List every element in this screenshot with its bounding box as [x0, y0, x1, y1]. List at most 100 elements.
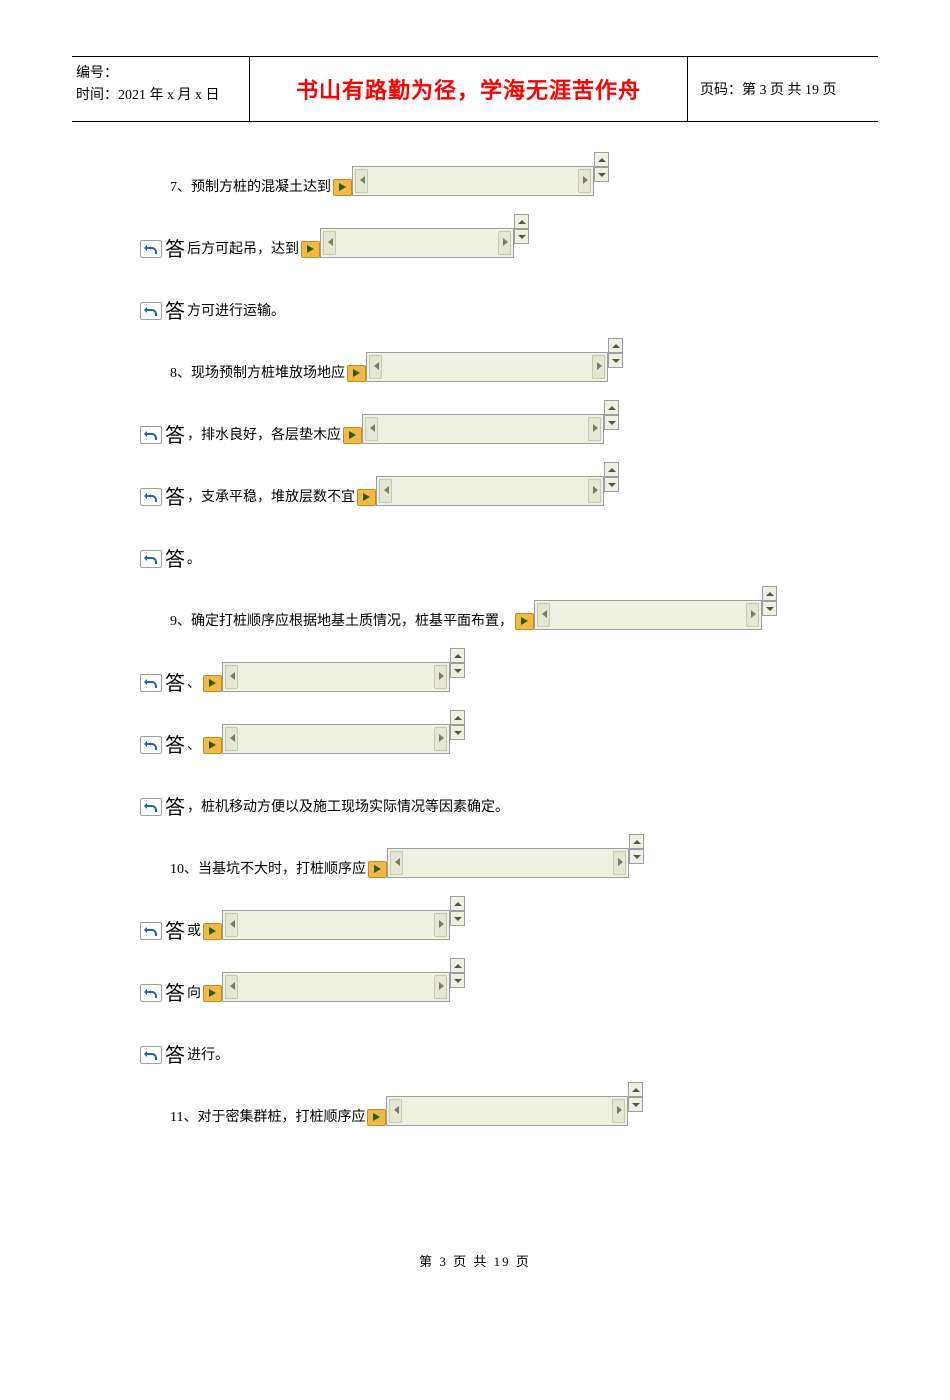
blank-field[interactable] [366, 352, 608, 382]
blank-field[interactable] [376, 476, 604, 506]
scroll-right-icon[interactable] [434, 913, 447, 937]
spin-down-icon[interactable] [604, 415, 619, 430]
answer-char: 答 [165, 736, 185, 756]
scroll-right-icon[interactable] [588, 417, 601, 441]
blank-field[interactable] [386, 1096, 628, 1126]
undo-icon[interactable] [140, 240, 162, 258]
blank-field[interactable] [387, 848, 629, 878]
spin-down-icon[interactable] [450, 973, 465, 988]
question-line: 9、确定打桩顺序应根据地基土质情况，桩基平面布置， [140, 600, 810, 630]
spin-up-icon[interactable] [450, 710, 465, 725]
scroll-right-icon[interactable] [498, 231, 511, 255]
line-text: 。 [187, 550, 201, 570]
spin-down-icon[interactable] [762, 601, 777, 616]
spin-up-icon[interactable] [604, 400, 619, 415]
blank-field[interactable] [352, 166, 594, 196]
play-icon[interactable] [357, 489, 376, 506]
answer-char: 答 [165, 674, 185, 694]
scroll-right-icon[interactable] [746, 603, 759, 627]
spinner [629, 834, 644, 864]
undo-icon[interactable] [140, 798, 162, 816]
scroll-right-icon[interactable] [588, 479, 601, 503]
play-icon[interactable] [203, 923, 222, 940]
play-icon[interactable] [367, 1109, 386, 1126]
scroll-left-icon[interactable] [225, 727, 238, 751]
spin-down-icon[interactable] [608, 353, 623, 368]
blank-field[interactable] [222, 972, 450, 1002]
spin-down-icon[interactable] [450, 725, 465, 740]
question-line: 答、 [140, 724, 810, 754]
play-icon[interactable] [343, 427, 362, 444]
scroll-right-icon[interactable] [613, 851, 626, 875]
scroll-left-icon[interactable] [225, 665, 238, 689]
play-icon[interactable] [515, 613, 534, 630]
scroll-left-icon[interactable] [390, 851, 403, 875]
spinner [628, 1082, 643, 1112]
spin-down-icon[interactable] [450, 911, 465, 926]
spin-up-icon[interactable] [629, 834, 644, 849]
scroll-right-icon[interactable] [612, 1099, 625, 1123]
scroll-right-icon[interactable] [592, 355, 605, 379]
spin-up-icon[interactable] [604, 462, 619, 477]
spin-down-icon[interactable] [594, 167, 609, 182]
answer-char: 答 [165, 1046, 185, 1066]
spin-down-icon[interactable] [604, 477, 619, 492]
blank-field[interactable] [222, 724, 450, 754]
blank-field[interactable] [222, 910, 450, 940]
undo-icon[interactable] [140, 302, 162, 320]
undo-icon[interactable] [140, 674, 162, 692]
scroll-left-icon[interactable] [369, 355, 382, 379]
scroll-left-icon[interactable] [323, 231, 336, 255]
scroll-right-icon[interactable] [434, 975, 447, 999]
scroll-left-icon[interactable] [379, 479, 392, 503]
spin-up-icon[interactable] [450, 648, 465, 663]
undo-icon[interactable] [140, 488, 162, 506]
play-icon[interactable] [368, 861, 387, 878]
spin-up-icon[interactable] [628, 1082, 643, 1097]
spin-down-icon[interactable] [629, 849, 644, 864]
line-text: 进行。 [187, 1046, 229, 1066]
spin-down-icon[interactable] [628, 1097, 643, 1112]
scroll-right-icon[interactable] [434, 727, 447, 751]
question-line: 答，排水良好，各层垫木应 [140, 414, 810, 444]
spin-down-icon[interactable] [450, 663, 465, 678]
scroll-left-icon[interactable] [355, 169, 368, 193]
undo-icon[interactable] [140, 426, 162, 444]
spin-up-icon[interactable] [608, 338, 623, 353]
play-icon[interactable] [203, 737, 222, 754]
spin-down-icon[interactable] [514, 229, 529, 244]
undo-icon[interactable] [140, 922, 162, 940]
undo-icon[interactable] [140, 1046, 162, 1064]
play-icon[interactable] [301, 241, 320, 258]
spin-up-icon[interactable] [450, 896, 465, 911]
scroll-left-icon[interactable] [537, 603, 550, 627]
scroll-left-icon[interactable] [365, 417, 378, 441]
spinner [450, 710, 465, 740]
undo-icon[interactable] [140, 550, 162, 568]
line-text: 9、确定打桩顺序应根据地基土质情况，桩基平面布置， [170, 612, 513, 632]
scroll-right-icon[interactable] [578, 169, 591, 193]
blank-field[interactable] [362, 414, 604, 444]
scroll-right-icon[interactable] [434, 665, 447, 689]
play-icon[interactable] [347, 365, 366, 382]
spin-up-icon[interactable] [450, 958, 465, 973]
scroll-left-icon[interactable] [225, 913, 238, 937]
spin-up-icon[interactable] [762, 586, 777, 601]
question-line: 10、当基坑不大时，打桩顺序应 [140, 848, 810, 878]
play-icon[interactable] [333, 179, 352, 196]
line-text: 10、当基坑不大时，打桩顺序应 [170, 860, 366, 880]
answer-marker: 答 [140, 300, 185, 320]
spin-up-icon[interactable] [514, 214, 529, 229]
spin-up-icon[interactable] [594, 152, 609, 167]
play-icon[interactable] [203, 985, 222, 1002]
blank-field[interactable] [534, 600, 762, 630]
blank-input-group [203, 972, 465, 1002]
play-icon[interactable] [203, 675, 222, 692]
blank-field[interactable] [222, 662, 450, 692]
scroll-left-icon[interactable] [225, 975, 238, 999]
undo-icon[interactable] [140, 736, 162, 754]
scroll-left-icon[interactable] [389, 1099, 402, 1123]
question-line: 答方可进行运输。 [140, 290, 810, 320]
undo-icon[interactable] [140, 984, 162, 1002]
blank-field[interactable] [320, 228, 514, 258]
